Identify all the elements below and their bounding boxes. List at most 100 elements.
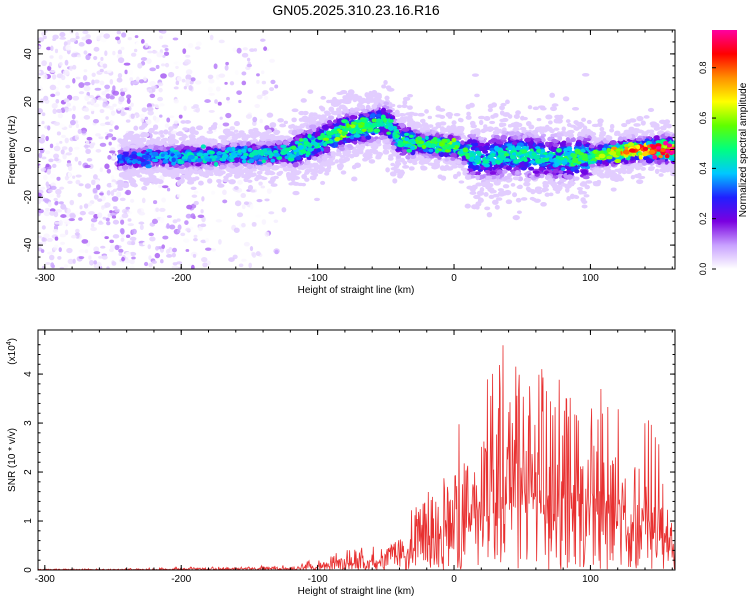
spectrogram-cell [172, 247, 177, 253]
spectrogram-cell [147, 110, 154, 116]
spectrogram-cell [72, 258, 76, 264]
spectrogram-cell [185, 54, 191, 58]
spectrogram-cell [435, 105, 441, 111]
spectrogram-cell [540, 202, 547, 207]
spectrogram-cell [166, 215, 172, 219]
spectrogram-cell [485, 175, 493, 180]
spectrogram-cell [50, 262, 55, 268]
spectrogram-cell [493, 134, 501, 140]
spectrogram-cell [296, 182, 305, 187]
spectrogram-cell [162, 138, 168, 142]
spectrogram-cell [407, 94, 414, 98]
spectrogram-cell [110, 174, 115, 181]
spectrogram-cell [81, 239, 89, 244]
spectrogram-cell [535, 146, 541, 150]
spectrogram-cell [390, 162, 396, 167]
spectrogram-cell [38, 137, 46, 144]
spectrogram-cell [399, 152, 407, 156]
spectrogram-cell [548, 192, 554, 197]
spectrogram-cell [407, 105, 413, 110]
spectrogram-cell [66, 39, 71, 46]
spectrogram-cell [134, 35, 139, 39]
spectrogram-cell [254, 103, 261, 109]
spectrogram-cell [142, 242, 147, 246]
spectrogram-cell [89, 259, 94, 266]
spectrogram-cell [258, 141, 267, 145]
spectrogram-cell [102, 98, 108, 103]
spectrogram-cell [470, 124, 477, 129]
spectrogram-cell [262, 145, 268, 149]
spectrogram-cell [536, 118, 542, 122]
spectrogram-cell [110, 212, 117, 217]
spectrogram-cell [163, 51, 170, 56]
spectrogram-cell [55, 209, 63, 213]
spectrogram-cell [120, 228, 125, 235]
spectrogram-cell [185, 69, 193, 75]
spectrogram-cell [118, 248, 124, 253]
spectrogram-cell [471, 184, 478, 190]
spectrogram-cell [549, 92, 556, 98]
spectrogram-cell [242, 167, 249, 174]
spectrogram-cell [69, 65, 73, 72]
spectrogram-cell [144, 169, 152, 175]
spectrogram-cell [237, 179, 243, 185]
spectrogram-cell [202, 172, 207, 178]
spectrogram-cell [246, 164, 253, 170]
spectrogram-cell [489, 147, 496, 152]
spectrogram-cell [210, 124, 218, 130]
spectrogram-cell [224, 81, 228, 85]
spectrogram-cell [268, 211, 275, 215]
spectrogram-cell [130, 102, 134, 107]
spectrogram-cell [471, 73, 479, 77]
spectrogram-cell [412, 161, 418, 165]
spectrogram-cell [260, 38, 265, 42]
spectrogram-cell [244, 134, 252, 139]
spectrogram-cell [131, 81, 139, 85]
spectrogram-cell [512, 127, 518, 132]
spectrogram-cell [656, 159, 662, 165]
spectrogram-cell [110, 110, 116, 116]
spectrogram-cell [419, 118, 426, 123]
spectrogram-cell [66, 102, 72, 107]
spectrogram-cell [224, 64, 229, 71]
spectrogram-cell [69, 30, 74, 35]
spectrogram-cell [269, 122, 277, 128]
spectrogram-cell [552, 143, 559, 148]
spectrogram-cell [533, 198, 541, 203]
spectrogram-cell [467, 139, 473, 145]
spectrogram-cell [176, 193, 181, 198]
spectrogram-cell [502, 184, 510, 189]
spectrogram-cell [309, 175, 317, 181]
spectrogram-cell [148, 232, 154, 237]
spectrogram-cell [75, 35, 80, 40]
spectrogram-cell [541, 187, 547, 193]
spectrogram-cell [286, 162, 293, 169]
spectrogram-cell [541, 138, 546, 143]
spectrogram-cell [264, 125, 270, 131]
spectrogram-cell [149, 174, 157, 180]
spectrogram-cell [233, 227, 240, 233]
spectrogram-cell [120, 219, 125, 225]
spectrogram-cell [135, 138, 143, 144]
spectrogram-cell [246, 141, 251, 147]
spectrogram-cell [275, 139, 283, 146]
spectrogram-cell [505, 165, 512, 171]
spectrogram-cell [111, 196, 119, 202]
spectrogram-cell [460, 140, 465, 146]
spectrogram-cell [272, 175, 279, 180]
spectrogram-cell [381, 135, 388, 140]
spectrogram-cell [176, 218, 181, 222]
spectrogram-cell [551, 138, 558, 143]
spectrogram-cell [553, 127, 560, 131]
spectrogram-cell [49, 69, 56, 73]
spectrogram-cell [64, 175, 69, 181]
spectrogram-cell [114, 208, 120, 213]
spectrogram-cell [229, 126, 236, 131]
spectrogram-cell [49, 84, 57, 91]
spectrogram-cell [238, 130, 245, 134]
spectrogram-cell [125, 206, 131, 210]
spectrogram-cell [474, 147, 480, 152]
spectrogram-cell [53, 211, 59, 218]
spectrogram-cell [70, 119, 76, 126]
spectrogram-cell [260, 185, 266, 189]
